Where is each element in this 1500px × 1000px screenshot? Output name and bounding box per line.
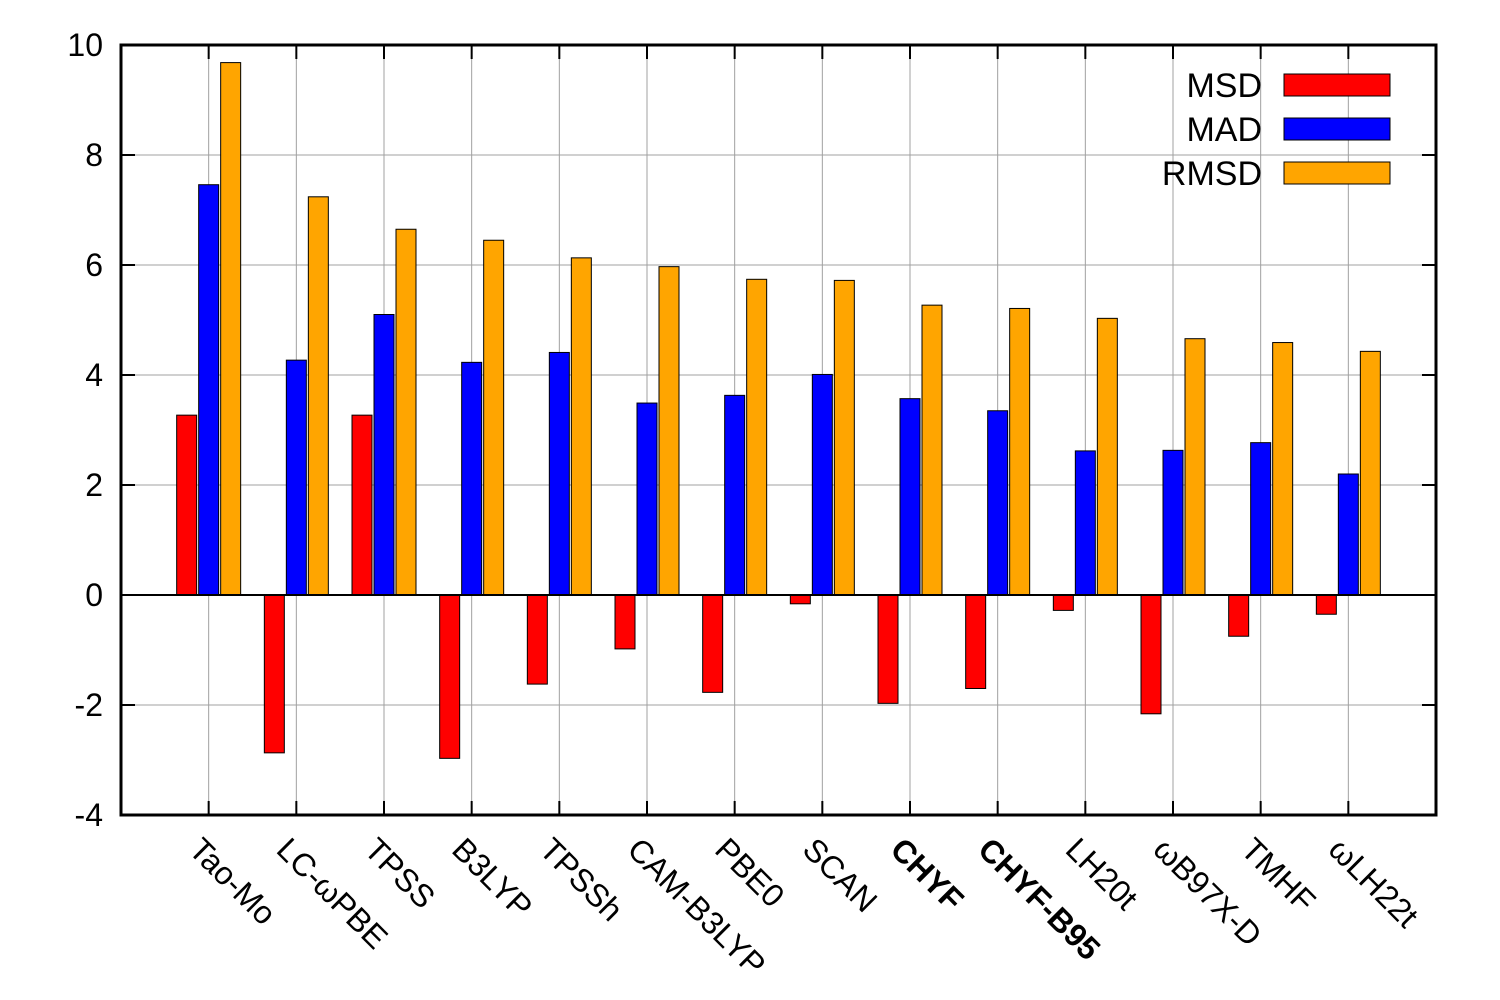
x-tick-label: SCAN (796, 831, 884, 919)
bar-msd-B3LYP (439, 594, 461, 759)
y-tick-label: 8 (85, 137, 103, 173)
bar-rmsd-TPSSh (570, 257, 592, 596)
y-tick-label: 10 (67, 27, 103, 63)
y-tick-label: 2 (85, 467, 103, 503)
bar-rmsd-ωLH22t (1359, 350, 1381, 596)
bar-msd-LH20t (1052, 594, 1074, 611)
bar-mad-LC-ωPBE (285, 359, 307, 596)
bar-rmsd-CAM-B3LYP (658, 266, 680, 596)
bar-rmsd-PBE0 (746, 278, 768, 596)
x-tick-label: PBE0 (708, 831, 791, 914)
bar-mad-ωLH22t (1337, 473, 1359, 596)
x-tick-label: ωLH22t (1322, 831, 1426, 935)
legend: MSD MAD RMSD (1162, 67, 1391, 193)
legend-label-mad: MAD (1186, 111, 1262, 149)
tick-labels: -4 -2 0 2 4 6 8 10 (67, 27, 103, 833)
bar-rmsd-LH20t (1096, 317, 1118, 596)
y-tick-label: -4 (75, 797, 103, 833)
bar-msd-SCAN (789, 594, 811, 605)
bar-mad-ωB97X-D (1162, 449, 1184, 596)
bar-mad-TPSSh (548, 351, 570, 596)
bar-rmsd-TMHF (1272, 342, 1294, 596)
bar-mad-TMHF (1250, 442, 1272, 596)
legend-swatch-mad (1283, 117, 1391, 141)
bar-rmsd-SCAN (833, 279, 855, 596)
bar-rmsd-CHYF-B95 (1009, 307, 1031, 596)
y-tick-label: -2 (75, 687, 103, 723)
legend-label-msd: MSD (1186, 67, 1262, 105)
bar-mad-CAM-B3LYP (636, 402, 658, 596)
bar-rmsd-ωB97X-D (1184, 338, 1206, 596)
bar-msd-LC-ωPBE (263, 594, 285, 754)
bar-rmsd-B3LYP (483, 239, 505, 596)
bar-rmsd-Tao-Mo (220, 62, 242, 596)
plot-frame (119, 43, 1438, 817)
bar-msd-ωB97X-D (1140, 594, 1162, 715)
y-tick-label: 0 (85, 577, 103, 613)
x-tick-label: B3LYP (445, 831, 539, 925)
axes-layer (119, 43, 1438, 817)
bar-msd-CHYF (877, 594, 899, 704)
bar-mad-PBE0 (724, 394, 746, 596)
bar-msd-TMHF (1228, 594, 1250, 637)
bar-msd-PBE0 (702, 594, 724, 693)
x-tick-label: LH20t (1059, 831, 1145, 917)
bar-msd-CAM-B3LYP (614, 594, 636, 650)
bar-mad-CHYF (899, 398, 921, 596)
bar-rmsd-TPSS (395, 228, 417, 596)
bar-msd-CHYF-B95 (965, 594, 987, 689)
bar-mad-TPSS (373, 314, 395, 596)
legend-swatch-rmsd (1283, 161, 1391, 185)
bar-msd-ωLH22t (1315, 594, 1337, 615)
bar-mad-SCAN (811, 373, 833, 596)
legend-label-rmsd: RMSD (1162, 155, 1262, 193)
bar-mad-LH20t (1074, 450, 1096, 596)
x-tick-label: CHYF (884, 831, 971, 918)
bar-msd-TPSSh (526, 594, 548, 685)
x-tick-label: Tao-Mo (182, 831, 283, 932)
bar-msd-TPSS (351, 414, 373, 596)
bar-rmsd-LC-ωPBE (307, 196, 329, 596)
bar-mad-B3LYP (461, 361, 483, 596)
y-tick-label: 4 (85, 357, 103, 393)
y-tick-label: 6 (85, 247, 103, 283)
bar-mad-Tao-Mo (198, 184, 220, 596)
x-tick-label: TPSS (358, 831, 443, 916)
legend-swatch-msd (1283, 73, 1391, 97)
x-tick-label: TPSSh (533, 831, 630, 928)
bar-msd-Tao-Mo (176, 414, 198, 596)
bar-mad-CHYF-B95 (987, 410, 1009, 596)
bar-rmsd-CHYF (921, 304, 943, 596)
